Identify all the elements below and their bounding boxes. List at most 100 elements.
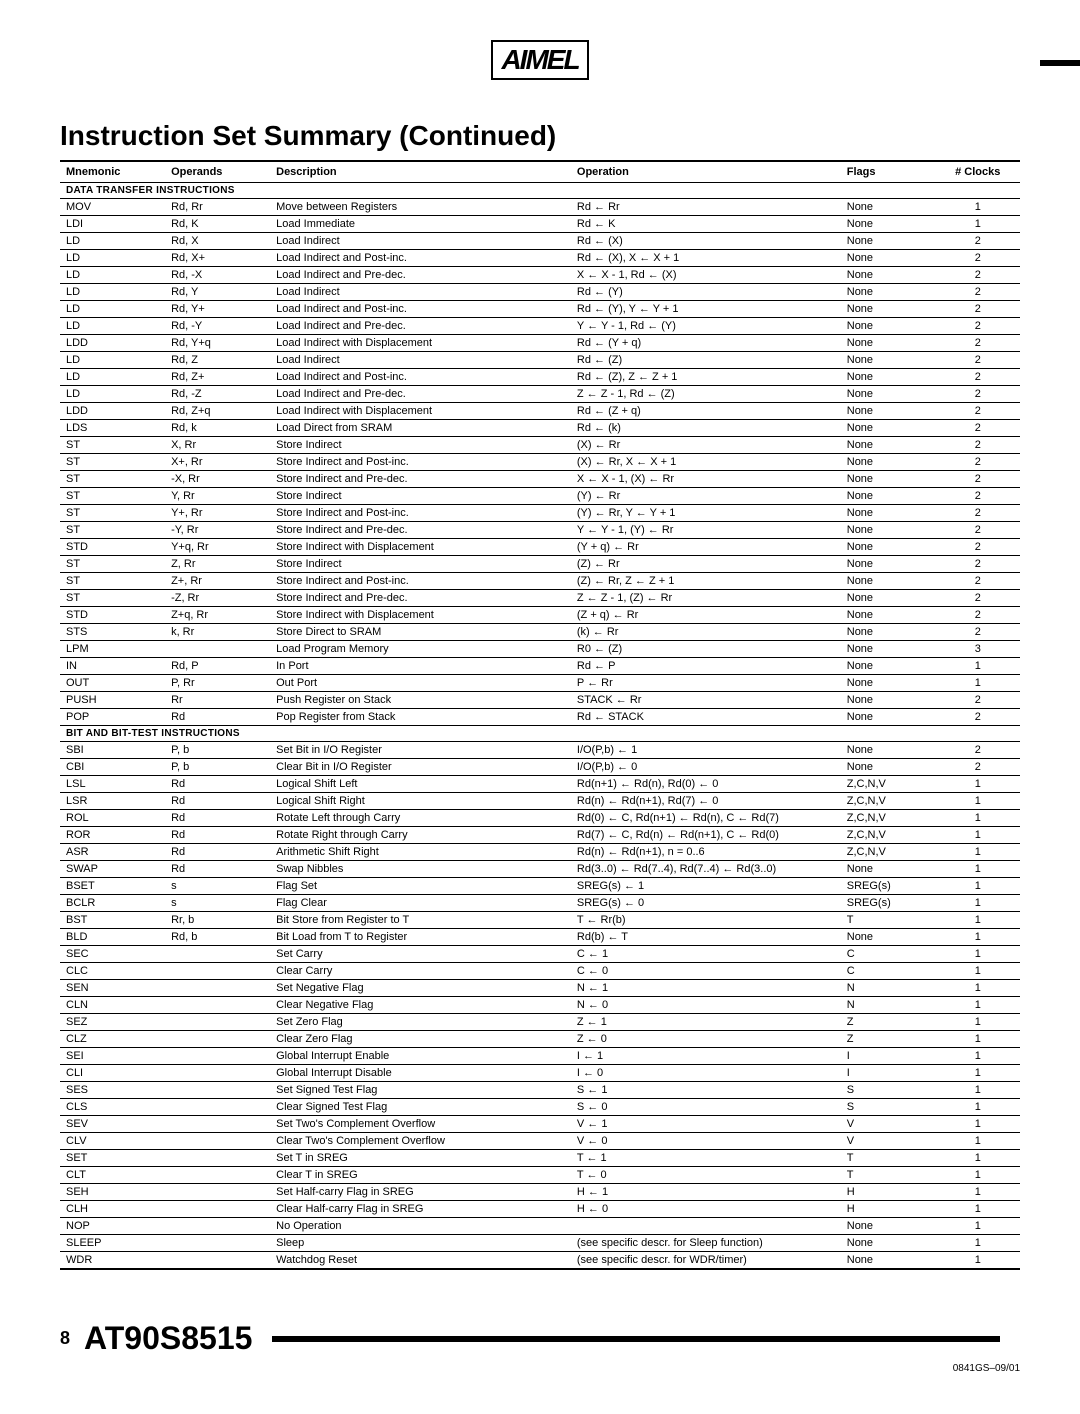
table-row: CLCClear CarryC ← 0C1 bbox=[60, 963, 1020, 980]
cell-flags: Z,C,N,V bbox=[841, 810, 936, 827]
cell-clocks: 2 bbox=[936, 250, 1021, 267]
cell-description: Load Direct from SRAM bbox=[270, 420, 571, 437]
cell-flags: T bbox=[841, 912, 936, 929]
logo-rule bbox=[1040, 60, 1080, 66]
cell-flags: H bbox=[841, 1184, 936, 1201]
cell-flags: None bbox=[841, 437, 936, 454]
cell-operation: (see specific descr. for WDR/timer) bbox=[571, 1252, 841, 1270]
cell-operation: Rd ← Rr bbox=[571, 199, 841, 216]
cell-flags: None bbox=[841, 216, 936, 233]
cell-clocks: 1 bbox=[936, 1048, 1021, 1065]
cell-description: Set Carry bbox=[270, 946, 571, 963]
cell-operation: Rd(n) ← Rd(n+1), n = 0..6 bbox=[571, 844, 841, 861]
cell-operands: s bbox=[165, 878, 270, 895]
cell-flags: H bbox=[841, 1201, 936, 1218]
cell-mnemonic: LPM bbox=[60, 641, 165, 658]
table-row: CBIP, bClear Bit in I/O RegisterI/O(P,b)… bbox=[60, 759, 1020, 776]
cell-clocks: 1 bbox=[936, 793, 1021, 810]
cell-operands: Rd bbox=[165, 827, 270, 844]
cell-description: Watchdog Reset bbox=[270, 1252, 571, 1270]
cell-operands: Rd bbox=[165, 793, 270, 810]
cell-clocks: 1 bbox=[936, 1201, 1021, 1218]
cell-mnemonic: ROR bbox=[60, 827, 165, 844]
cell-flags: None bbox=[841, 420, 936, 437]
cell-mnemonic: LD bbox=[60, 284, 165, 301]
table-row: SWAPRdSwap NibblesRd(3..0) ← Rd(7..4), R… bbox=[60, 861, 1020, 878]
cell-operation: T ← 1 bbox=[571, 1150, 841, 1167]
cell-flags: None bbox=[841, 573, 936, 590]
cell-mnemonic: ST bbox=[60, 471, 165, 488]
table-row: STDZ+q, RrStore Indirect with Displaceme… bbox=[60, 607, 1020, 624]
cell-clocks: 1 bbox=[936, 1014, 1021, 1031]
cell-description: Clear Signed Test Flag bbox=[270, 1099, 571, 1116]
cell-operands bbox=[165, 641, 270, 658]
cell-description: Flag Clear bbox=[270, 895, 571, 912]
cell-clocks: 2 bbox=[936, 284, 1021, 301]
table-row: LDRd, X+Load Indirect and Post-inc.Rd ← … bbox=[60, 250, 1020, 267]
cell-operands bbox=[165, 1167, 270, 1184]
cell-mnemonic: ROL bbox=[60, 810, 165, 827]
cell-flags: None bbox=[841, 539, 936, 556]
cell-description: Rotate Left through Carry bbox=[270, 810, 571, 827]
table-row: STSk, RrStore Direct to SRAM(k) ← RrNone… bbox=[60, 624, 1020, 641]
cell-operands: P, Rr bbox=[165, 675, 270, 692]
page-number: 8 bbox=[60, 1328, 70, 1349]
cell-description: Store Indirect and Pre-dec. bbox=[270, 590, 571, 607]
cell-description: No Operation bbox=[270, 1218, 571, 1235]
cell-mnemonic: LD bbox=[60, 369, 165, 386]
cell-operation: Rd ← (X) bbox=[571, 233, 841, 250]
cell-flags: None bbox=[841, 335, 936, 352]
cell-mnemonic: SES bbox=[60, 1082, 165, 1099]
table-row: MOVRd, RrMove between RegistersRd ← RrNo… bbox=[60, 199, 1020, 216]
cell-flags: None bbox=[841, 301, 936, 318]
cell-mnemonic: LD bbox=[60, 301, 165, 318]
cell-clocks: 2 bbox=[936, 454, 1021, 471]
cell-clocks: 2 bbox=[936, 488, 1021, 505]
cell-operation: N ← 1 bbox=[571, 980, 841, 997]
cell-operands: Y+, Rr bbox=[165, 505, 270, 522]
cell-mnemonic: CLH bbox=[60, 1201, 165, 1218]
table-row: CLHClear Half-carry Flag in SREGH ← 0H1 bbox=[60, 1201, 1020, 1218]
cell-description: Move between Registers bbox=[270, 199, 571, 216]
cell-clocks: 2 bbox=[936, 522, 1021, 539]
cell-flags: None bbox=[841, 607, 936, 624]
table-row: BLDRd, bBit Load from T to RegisterRd(b)… bbox=[60, 929, 1020, 946]
cell-clocks: 1 bbox=[936, 980, 1021, 997]
cell-clocks: 2 bbox=[936, 692, 1021, 709]
cell-clocks: 1 bbox=[936, 827, 1021, 844]
cell-mnemonic: ST bbox=[60, 556, 165, 573]
col-description: Description bbox=[270, 161, 571, 183]
cell-mnemonic: ST bbox=[60, 505, 165, 522]
cell-operation: C ← 0 bbox=[571, 963, 841, 980]
cell-flags: T bbox=[841, 1150, 936, 1167]
cell-operands: s bbox=[165, 895, 270, 912]
cell-mnemonic: SEC bbox=[60, 946, 165, 963]
table-row: WDRWatchdog Reset(see specific descr. fo… bbox=[60, 1252, 1020, 1270]
cell-flags: V bbox=[841, 1133, 936, 1150]
table-row: ST-Z, RrStore Indirect and Pre-dec.Z ← Z… bbox=[60, 590, 1020, 607]
cell-clocks: 3 bbox=[936, 641, 1021, 658]
cell-mnemonic: LD bbox=[60, 352, 165, 369]
cell-operands: Y+q, Rr bbox=[165, 539, 270, 556]
cell-flags: V bbox=[841, 1116, 936, 1133]
cell-operation: I ← 0 bbox=[571, 1065, 841, 1082]
cell-operation: Rd ← (Y) bbox=[571, 284, 841, 301]
table-row: PUSHRrPush Register on StackSTACK ← RrNo… bbox=[60, 692, 1020, 709]
header-row: Mnemonic Operands Description Operation … bbox=[60, 161, 1020, 183]
table-row: LPMLoad Program MemoryR0 ← (Z)None3 bbox=[60, 641, 1020, 658]
cell-mnemonic: SEH bbox=[60, 1184, 165, 1201]
cell-operands: Z+q, Rr bbox=[165, 607, 270, 624]
cell-clocks: 2 bbox=[936, 505, 1021, 522]
cell-operation: I/O(P,b) ← 0 bbox=[571, 759, 841, 776]
cell-operands bbox=[165, 1235, 270, 1252]
cell-description: Store Indirect bbox=[270, 437, 571, 454]
table-row: STY+, RrStore Indirect and Post-inc.(Y) … bbox=[60, 505, 1020, 522]
cell-operation: (X) ← Rr, X ← X + 1 bbox=[571, 454, 841, 471]
cell-description: Bit Store from Register to T bbox=[270, 912, 571, 929]
cell-description: Store Indirect and Post-inc. bbox=[270, 505, 571, 522]
cell-operation: Z ← Z - 1, (Z) ← Rr bbox=[571, 590, 841, 607]
cell-mnemonic: ST bbox=[60, 488, 165, 505]
cell-mnemonic: LDS bbox=[60, 420, 165, 437]
cell-description: Pop Register from Stack bbox=[270, 709, 571, 726]
cell-clocks: 2 bbox=[936, 556, 1021, 573]
